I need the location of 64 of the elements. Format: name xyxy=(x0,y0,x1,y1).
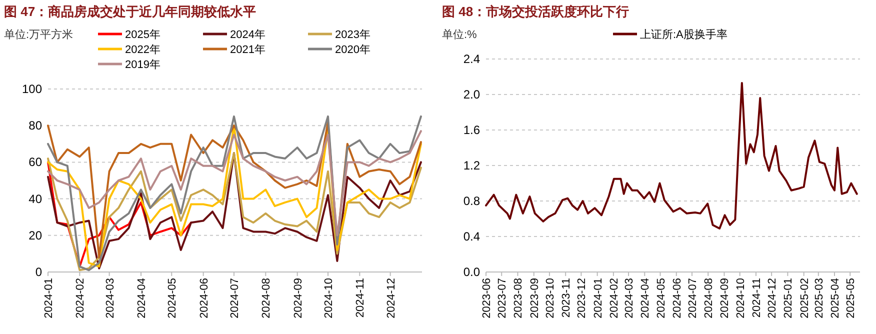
line-series xyxy=(47,130,422,236)
y-tick-label: 0.8 xyxy=(463,194,480,208)
x-tick-label: 2023-06 xyxy=(481,278,493,318)
x-tick-label: 2025-01 xyxy=(782,278,795,318)
x-tick-label: 2024-07 xyxy=(228,278,241,318)
y-tick-label: 1.6 xyxy=(463,123,480,137)
legend-label: 2025年 xyxy=(125,29,160,41)
x-tick-label: 2025-03 xyxy=(813,278,826,318)
x-tick-label: 2024-02 xyxy=(74,278,87,318)
legend-label: 2021年 xyxy=(230,44,266,56)
x-tick-label: 2024-07 xyxy=(686,278,699,318)
y-tick-label: 60 xyxy=(28,155,42,170)
x-tick-label: 2024-09 xyxy=(292,278,304,318)
x-tick-label: 2024-04 xyxy=(136,278,148,318)
chart-title: 图 48：市场交投活跃度环比下行 xyxy=(442,4,630,19)
x-tick-label: 2025-05 xyxy=(845,278,858,318)
y-tick-label: 100 xyxy=(22,82,42,96)
x-tick-label: 2023-07 xyxy=(496,278,509,318)
y-tick-label: 2.0 xyxy=(463,88,480,102)
x-tick-label: 2024-06 xyxy=(198,278,210,318)
y-tick-label: 2.4 xyxy=(463,52,480,66)
y-tick-label: 40 xyxy=(28,192,42,206)
x-tick-label: 2023-10 xyxy=(544,278,556,318)
x-tick-label: 2024-12 xyxy=(385,278,398,318)
x-tick-label: 2025-02 xyxy=(798,278,811,318)
x-tick-label: 2024-03 xyxy=(104,278,116,318)
legend-label: 2023年 xyxy=(335,29,370,41)
x-tick-label: 2024-08 xyxy=(703,278,716,318)
legend-label: 2019年 xyxy=(125,59,160,71)
x-tick-label: 2024-06 xyxy=(671,278,684,318)
x-tick-label: 2024-11 xyxy=(354,278,367,318)
y-tick-label: 1.2 xyxy=(463,158,480,172)
x-tick-label: 2024-03 xyxy=(624,278,636,318)
x-tick-label: 2024-12 xyxy=(766,278,779,318)
x-tick-label: 2024-01 xyxy=(592,278,604,318)
y-tick-label: 20 xyxy=(28,228,42,242)
x-tick-label: 2024-02 xyxy=(608,278,620,318)
x-tick-label: 2024-01 xyxy=(43,278,55,318)
x-tick-label: 2024-09 xyxy=(719,278,732,318)
y-axis-title: 单位:万平方米 xyxy=(4,28,74,41)
x-tick-label: 2024-08 xyxy=(260,278,273,318)
x-tick-label: 2023-11 xyxy=(560,278,573,318)
y-tick-label: 0 xyxy=(35,265,42,279)
x-tick-label: 2024-05 xyxy=(655,278,668,318)
legend-label: 2024年 xyxy=(230,29,266,41)
x-tick-label: 2025-04 xyxy=(830,278,842,318)
legend-label: 2020年 xyxy=(335,44,370,56)
y-axis-title: 单位:% xyxy=(442,28,478,41)
x-tick-label: 2024-10 xyxy=(734,278,747,318)
x-tick-label: 2024-04 xyxy=(640,278,652,318)
x-tick-label: 2023-08 xyxy=(512,278,525,318)
line-series xyxy=(47,161,192,268)
y-tick-label: 80 xyxy=(28,118,42,133)
y-tick-label: 0.0 xyxy=(463,265,480,279)
x-tick-label: 2024-10 xyxy=(322,278,335,318)
x-tick-label: 2024-05 xyxy=(166,278,179,318)
x-tick-label: 2024-11 xyxy=(750,278,763,318)
legend-label: 上证所:A股换手率 xyxy=(640,28,728,41)
line-series xyxy=(485,82,858,230)
x-tick-label: 2023-09 xyxy=(528,278,541,318)
x-tick-label: 2023-12 xyxy=(576,278,588,318)
y-tick-label: 0.4 xyxy=(463,230,480,244)
legend-label: 2022年 xyxy=(125,44,160,56)
chart-title: 图 47：商品房成交处于近几年同期较低水平 xyxy=(4,4,256,19)
